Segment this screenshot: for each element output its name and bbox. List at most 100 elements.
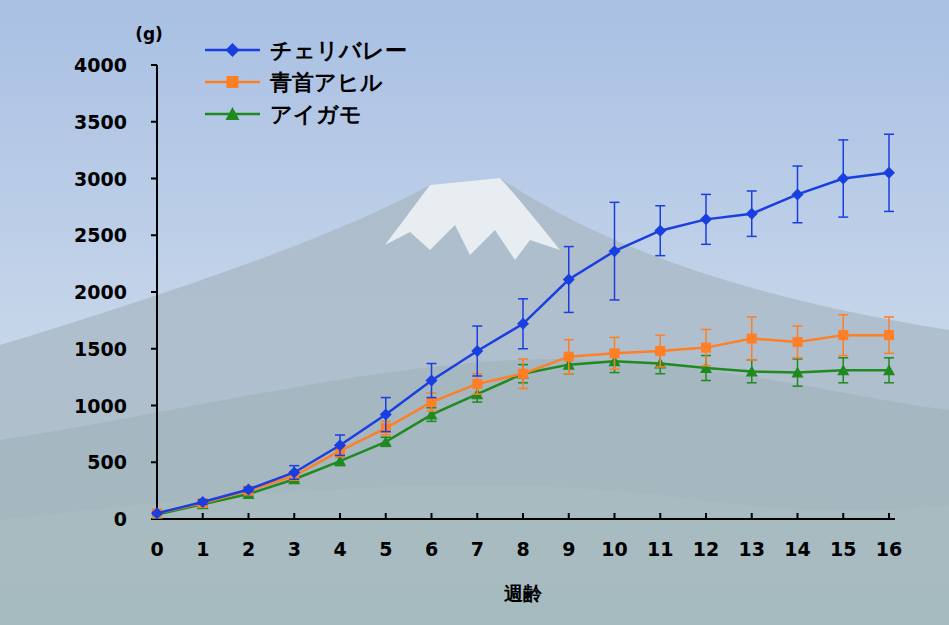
error-cap: [793, 222, 803, 224]
point: [517, 318, 529, 330]
x-tick-label: 16: [876, 538, 902, 560]
y-axis-title: (g): [135, 24, 163, 44]
error-cap: [747, 236, 757, 238]
error-cap: [427, 397, 437, 399]
error-cap: [701, 380, 711, 382]
error-cap: [335, 456, 345, 458]
error-bar: [610, 337, 620, 369]
point: [380, 409, 392, 421]
error-cap: [289, 479, 299, 481]
error-cap: [838, 314, 848, 316]
error-bar: [793, 166, 803, 223]
point: [746, 365, 758, 376]
error-bar: [838, 315, 848, 356]
error-bar: [564, 340, 574, 374]
x-axis-line: [157, 518, 895, 520]
point: [793, 337, 803, 347]
error-cap: [564, 246, 574, 248]
point: [654, 225, 666, 237]
legend-marker: [226, 107, 240, 120]
error-bar: [655, 335, 665, 367]
legend-label: アイガモ: [270, 102, 362, 127]
error-cap: [518, 388, 528, 390]
point: [427, 397, 437, 407]
point: [883, 364, 895, 375]
point: [837, 173, 849, 185]
x-tick-label: 8: [516, 538, 529, 560]
error-cap: [838, 216, 848, 218]
point: [518, 369, 528, 379]
point: [334, 455, 346, 466]
error-cap: [564, 339, 574, 341]
y-tick: [151, 234, 157, 236]
error-cap: [472, 393, 482, 395]
point: [426, 375, 438, 387]
y-tick: [151, 291, 157, 293]
series: [151, 350, 895, 519]
error-bar: [289, 466, 299, 480]
error-cap: [655, 255, 665, 257]
error-bar: [564, 247, 574, 313]
x-tick: [751, 513, 753, 519]
error-bar: [701, 329, 711, 365]
x-tick-label: 7: [471, 538, 484, 560]
error-cap: [610, 368, 620, 370]
error-cap: [335, 434, 345, 436]
y-tick-label: 4000: [74, 54, 127, 76]
error-cap: [747, 359, 757, 361]
error-bar: [884, 134, 894, 211]
series-line: [157, 335, 889, 513]
point: [243, 483, 255, 495]
x-tick: [797, 513, 799, 519]
x-tick: [293, 513, 295, 519]
error-bar: [518, 299, 528, 349]
snow-cap: [385, 178, 560, 260]
point: [883, 167, 895, 179]
y-tick-label: 1500: [74, 338, 127, 360]
error-bar: [472, 374, 482, 394]
point: [563, 274, 575, 286]
error-cap: [793, 165, 803, 167]
x-tick-label: 12: [693, 538, 719, 560]
x-tick-label: 9: [562, 538, 575, 560]
y-tick-label: 3500: [74, 111, 127, 133]
legend-marker: [227, 76, 239, 88]
error-cap: [793, 325, 803, 327]
x-tick-label: 13: [739, 538, 765, 560]
y-tick-label: 3000: [74, 168, 127, 190]
error-cap: [884, 353, 894, 355]
point: [792, 188, 804, 200]
error-cap: [655, 366, 665, 368]
error-cap: [701, 329, 711, 331]
x-tick-label: 6: [425, 538, 438, 560]
error-cap: [381, 431, 391, 433]
x-tick-label: 10: [601, 538, 627, 560]
legend-marker: [226, 43, 240, 57]
error-cap: [518, 298, 528, 300]
error-cap: [655, 205, 665, 207]
error-cap: [381, 397, 391, 399]
error-cap: [427, 410, 437, 412]
error-cap: [381, 434, 391, 436]
error-cap: [610, 202, 620, 204]
error-cap: [747, 359, 757, 361]
series: [151, 134, 895, 519]
legend-label: チェリバレー: [270, 38, 407, 63]
x-tick: [476, 513, 478, 519]
error-cap: [838, 139, 848, 141]
point: [747, 334, 757, 344]
point: [380, 436, 392, 447]
y-tick: [151, 348, 157, 350]
x-tick: [659, 513, 661, 519]
error-cap: [610, 337, 620, 339]
error-cap: [747, 190, 757, 192]
error-cap: [518, 348, 528, 350]
point: [609, 245, 621, 257]
error-cap: [335, 456, 345, 458]
error-cap: [884, 133, 894, 135]
error-cap: [427, 421, 437, 423]
hill: [0, 485, 949, 625]
error-bar: [747, 317, 757, 360]
error-cap: [793, 357, 803, 359]
x-tick-label: 2: [242, 538, 255, 560]
